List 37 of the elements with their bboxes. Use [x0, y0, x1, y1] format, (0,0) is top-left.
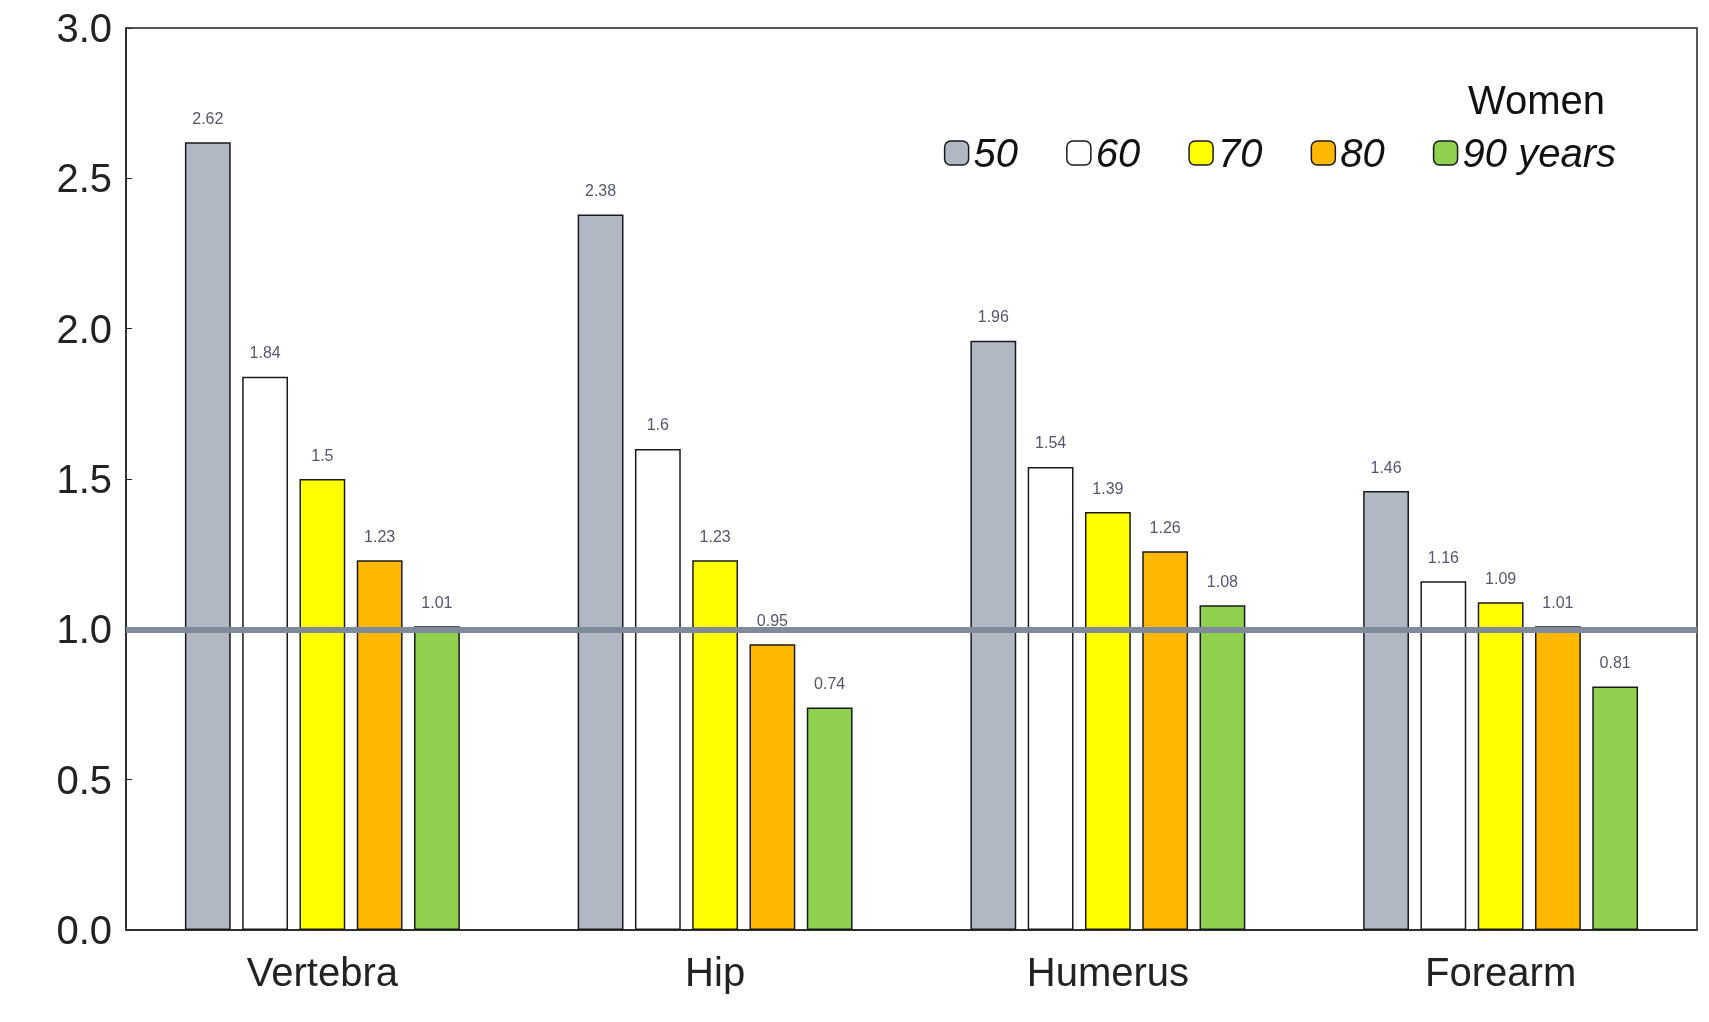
data-label: 1.46 — [1370, 458, 1402, 476]
data-label: 1.39 — [1092, 479, 1124, 497]
data-label: 0.95 — [756, 611, 789, 629]
legend-label: 70 — [1218, 131, 1263, 175]
data-label: 1.26 — [1149, 518, 1181, 536]
y-tick-label: 3.0 — [56, 6, 112, 50]
legend-label: 50 — [973, 131, 1019, 175]
data-label: 1.01 — [1542, 593, 1574, 611]
legend-label: 80 — [1340, 131, 1385, 175]
y-tick-label: 0.5 — [56, 757, 112, 802]
data-label: 1.08 — [1206, 572, 1239, 590]
data-label: 1.09 — [1485, 569, 1517, 587]
data-label: 0.74 — [814, 675, 846, 693]
x-tick-label: Vertebra — [246, 950, 399, 994]
data-label: 1.23 — [364, 527, 396, 545]
y-tick-label: 1.0 — [56, 607, 112, 652]
y-tick-label: 1.5 — [56, 457, 112, 501]
data-label: 1.01 — [421, 593, 453, 611]
data-label: 1.54 — [1035, 434, 1067, 452]
data-label: 2.38 — [585, 181, 617, 199]
data-label: 1.5 — [311, 446, 334, 464]
x-tick-label: Forearm — [1425, 950, 1577, 994]
legend-title: Women — [1467, 78, 1605, 122]
data-label: 0.81 — [1599, 653, 1631, 671]
data-label: 1.96 — [977, 308, 1009, 326]
legend-label: 60 — [1095, 131, 1141, 175]
y-tick-label: 2.0 — [56, 306, 112, 351]
y-tick-label: 2.5 — [56, 156, 112, 201]
data-label: 1.6 — [646, 416, 670, 434]
legend-label: 90 years — [1462, 131, 1616, 175]
x-tick-label: Hip — [685, 950, 746, 994]
data-label: 1.23 — [699, 527, 731, 545]
x-tick-label: Humerus — [1026, 950, 1190, 994]
y-tick-label: 0.0 — [56, 908, 112, 952]
data-label: 2.62 — [192, 109, 224, 127]
data-label: 1.16 — [1427, 548, 1460, 566]
data-label: 1.84 — [249, 344, 281, 362]
